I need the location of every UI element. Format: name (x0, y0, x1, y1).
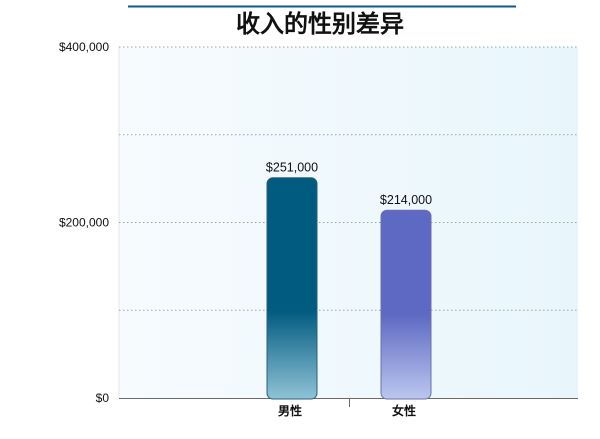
y-tick-label: $400,000 (59, 40, 109, 54)
x-tick-label: 男性 (278, 403, 302, 418)
bar-female (380, 209, 432, 400)
bar-male (266, 177, 318, 400)
x-axis: 男性 女性 (278, 398, 416, 418)
x-tick-label: 女性 (392, 403, 416, 418)
chart-title: 收入的性别差异 (236, 10, 404, 38)
data-label: $251,000 (266, 161, 318, 175)
y-tick-label: $0 (96, 391, 110, 405)
data-label: $214,000 (380, 193, 432, 207)
y-axis: $0 $200,000 $400,000 (59, 40, 578, 405)
y-tick-label: $200,000 (59, 216, 109, 230)
bars: $251,000 $214,000 (266, 161, 432, 400)
gridlines (119, 46, 578, 311)
